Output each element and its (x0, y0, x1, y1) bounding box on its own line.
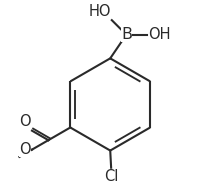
Text: O: O (19, 114, 30, 129)
Text: O: O (19, 142, 30, 157)
Text: OH: OH (148, 27, 171, 42)
Text: Cl: Cl (104, 169, 118, 184)
Text: HO: HO (88, 4, 111, 19)
Text: B: B (121, 27, 132, 42)
